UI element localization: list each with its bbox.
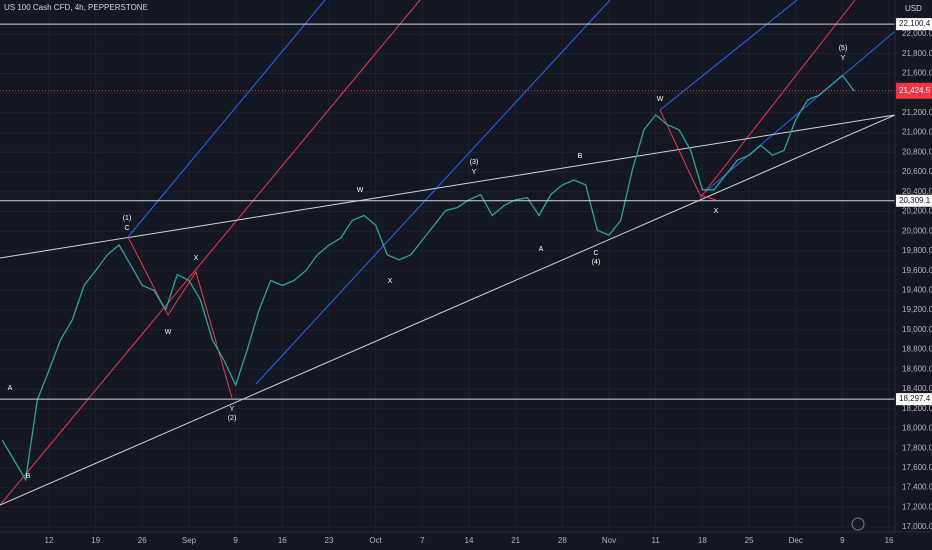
wave-label: W <box>357 187 364 194</box>
last-price-label: 21,424.5 <box>899 86 931 95</box>
y-tick-label: 18,600.0 <box>902 364 932 373</box>
x-tick-label: 23 <box>325 536 334 545</box>
currency-label: USD <box>905 4 922 13</box>
wave-label: Y <box>841 55 846 62</box>
wave-label: (3) <box>470 159 479 166</box>
wave-line <box>127 236 233 399</box>
y-tick-label: 21,800.0 <box>902 49 932 58</box>
y-tick-label: 18,200.0 <box>902 404 932 413</box>
wave-label: (5) <box>839 45 848 52</box>
x-tick-label: 18 <box>698 536 707 545</box>
level-label-box <box>896 194 932 207</box>
wave-label: X <box>388 278 393 285</box>
y-tick-label: 19,800.0 <box>902 246 932 255</box>
price-line <box>1 74 855 482</box>
wave-label: (1) <box>123 215 132 222</box>
level-label: 20,309.1 <box>899 196 931 205</box>
pitchfork-line <box>659 0 798 111</box>
x-tick-label: 12 <box>45 536 54 545</box>
wave-label: (2) <box>228 415 237 422</box>
chart-title: US 100 Cash CFD, 4h, PEPPERSTONE <box>4 3 148 12</box>
x-tick-label: 7 <box>420 536 425 545</box>
y-tick-label: 22,000.0 <box>902 29 932 38</box>
y-tick-label: 19,400.0 <box>902 286 932 295</box>
wave-label: Y <box>230 406 235 413</box>
y-tick-label: 21,200.0 <box>902 108 932 117</box>
wave-line <box>659 109 717 201</box>
y-tick-label: 21,600.0 <box>902 69 932 78</box>
x-tick-label: Sep <box>182 536 197 545</box>
y-tick-label: 20,400.0 <box>902 187 932 196</box>
y-tick-label: 17,200.0 <box>902 502 932 511</box>
wave-label: X <box>194 255 199 262</box>
x-tick-label: 19 <box>91 536 100 545</box>
wave-label: B <box>26 473 31 480</box>
grid <box>0 0 895 532</box>
x-tick-label: 28 <box>558 536 567 545</box>
pitchfork-line <box>699 0 856 199</box>
y-tick-label: 18,800.0 <box>902 345 932 354</box>
level-label: 18,297.4 <box>899 394 931 403</box>
wave-label: Y <box>472 169 477 176</box>
y-tick-label: 17,600.0 <box>902 463 932 472</box>
wave-label: C <box>593 250 598 257</box>
wave-label: X <box>714 208 719 215</box>
y-tick-label: 19,200.0 <box>902 305 932 314</box>
x-tick-label: 25 <box>745 536 754 545</box>
trend-line <box>0 114 896 506</box>
last-price-box <box>896 82 932 99</box>
x-tick-label: Oct <box>369 536 382 545</box>
wave-label: A <box>8 385 13 392</box>
pitchfork-line <box>255 0 611 385</box>
wave-label: A <box>539 246 544 253</box>
level-label: 22,100.4 <box>899 19 931 28</box>
x-tick-label: 16 <box>885 536 894 545</box>
wave-label: (4) <box>592 259 601 266</box>
y-tick-label: 19,600.0 <box>902 266 932 275</box>
x-tick-label: 21 <box>511 536 520 545</box>
y-tick-label: 20,000.0 <box>902 226 932 235</box>
y-tick-label: 19,000.0 <box>902 325 932 334</box>
y-tick-label: 20,800.0 <box>902 147 932 156</box>
y-tick-label: 17,400.0 <box>902 483 932 492</box>
wave-label: B <box>578 153 583 160</box>
y-tick-label: 20,600.0 <box>902 167 932 176</box>
overlay: 17,000.0 17,200.0 17,400.0 17,600.0 17,800.0… <box>8 18 932 545</box>
y-tick-label: 18,000.0 <box>902 424 932 433</box>
x-tick-label: 11 <box>652 536 661 545</box>
y-tick-label: 17,800.0 <box>902 443 932 452</box>
pitchfork-line <box>0 0 421 506</box>
y-tick-label: 18,400.0 <box>902 384 932 393</box>
y-tick-label: 21,000.0 <box>902 128 932 137</box>
x-tick-label: Dec <box>789 536 803 545</box>
level-label-box <box>896 393 932 406</box>
y-tick-label: 17,000.0 <box>902 522 932 531</box>
x-tick-label: 9 <box>840 536 845 545</box>
plot <box>0 23 895 482</box>
x-tick-label: 16 <box>278 536 287 545</box>
trend-line <box>0 114 896 259</box>
y-tick-label: 20,200.0 <box>902 207 932 216</box>
x-tick-label: 26 <box>138 536 147 545</box>
x-tick-label: 14 <box>465 536 474 545</box>
x-tick-label: Nov <box>602 536 616 545</box>
wave-label: W <box>657 96 664 103</box>
wave-label: C <box>124 225 129 232</box>
alert-icon[interactable] <box>851 517 865 531</box>
pitchfork-line <box>127 0 326 238</box>
x-tick-label: 9 <box>233 536 238 545</box>
wave-label: W <box>165 329 172 336</box>
level-label-box <box>896 18 932 31</box>
